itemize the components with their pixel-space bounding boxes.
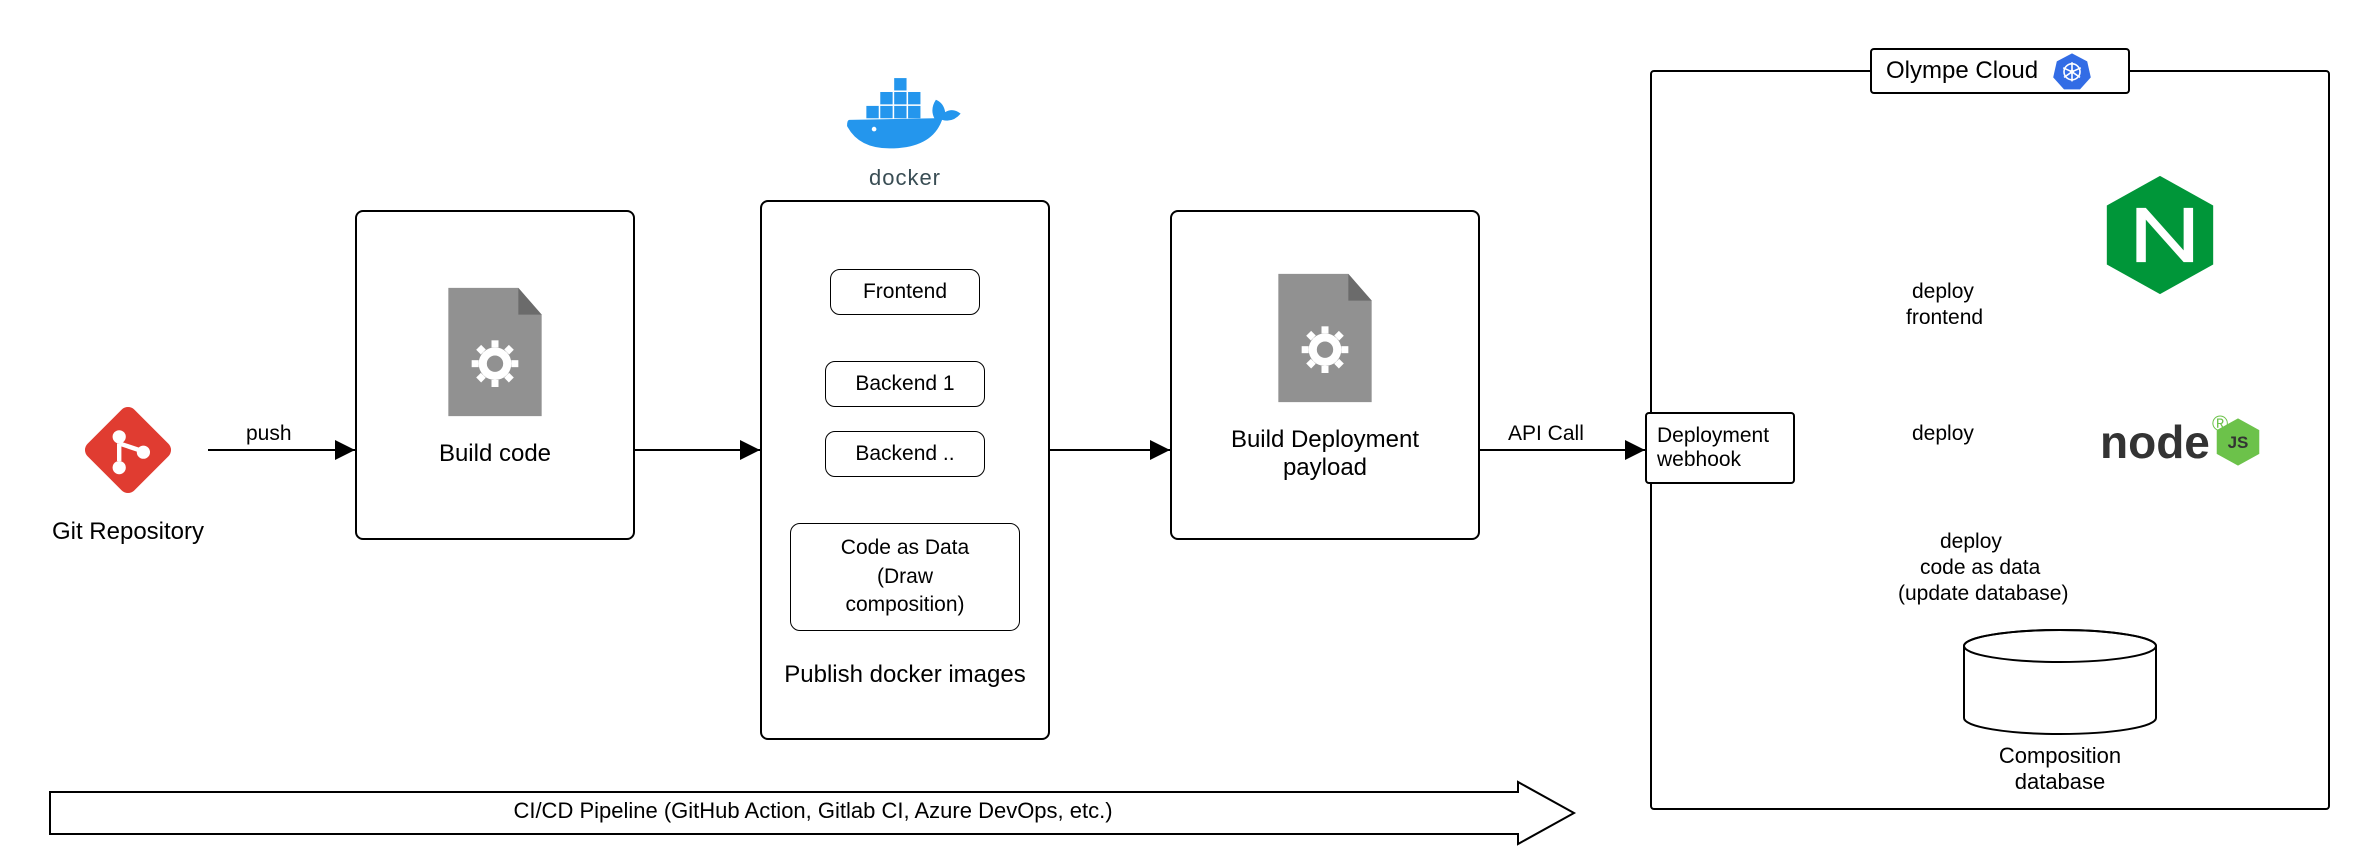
build-payload-box: Build Deployment payload [1170,210,1480,540]
db-label2: database [1960,769,2160,795]
webhook-label1: Deployment [1657,424,1769,448]
cloud-title-tab: Olympe Cloud [1870,48,2130,94]
diagram-root: Git Repository push Build code [0,0,2364,868]
pipeline-arrow: CI/CD Pipeline (GitHub Action, Gitlab CI… [48,780,1578,846]
svg-text:JS: JS [2227,433,2248,452]
cloud-title: Olympe Cloud [1886,57,2038,85]
git-icon [73,395,183,505]
edge-deploy-db-2: code as data [1920,556,2040,580]
gear-file-icon [435,282,555,422]
pipeline-label: CI/CD Pipeline (GitHub Action, Gitlab CI… [48,798,1578,824]
nginx-icon [2100,170,2220,305]
nodejs-icon: node JS ® [2100,415,2262,469]
webhook-label2: webhook [1657,448,1741,472]
git-label: Git Repository [48,518,208,546]
docker-brand: docker [840,165,970,191]
build-code-box: Build code [355,210,635,540]
docker-box: Frontend Backend 1 Backend .. Code as Da… [760,200,1050,740]
docker-item-backendn: Backend .. [825,431,985,477]
edge-deploy-node: deploy [1912,422,1974,446]
edge-apicall-label: API Call [1508,422,1584,446]
docker-item-frontend: Frontend [830,269,980,315]
build-payload-label1: Build Deployment [1231,426,1419,454]
database: Composition database [1960,628,2160,795]
gear-file-icon-2 [1265,268,1385,408]
docker-item-codeasdata: Code as Data (Draw composition) [790,523,1020,630]
edge-push-label: push [246,422,292,446]
webhook-box: Deployment webhook [1645,412,1795,484]
edge-deploy-frontend-1: deploy [1912,280,1974,304]
build-payload-label2: payload [1283,454,1367,482]
edge-deploy-db-1: deploy [1940,530,2002,554]
edge-deploy-db-3: (update database) [1898,582,2068,606]
db-label1: Composition [1960,743,2160,769]
build-code-label: Build code [439,440,551,468]
git-repository: Git Repository [48,395,208,546]
node-text: node [2100,415,2210,469]
edge-deploy-frontend-2: frontend [1906,306,1983,330]
docker-logo: docker [840,75,970,191]
docker-item-backend1: Backend 1 [825,361,985,407]
docker-box-label: Publish docker images [784,661,1025,689]
kubernetes-icon [2052,51,2092,91]
